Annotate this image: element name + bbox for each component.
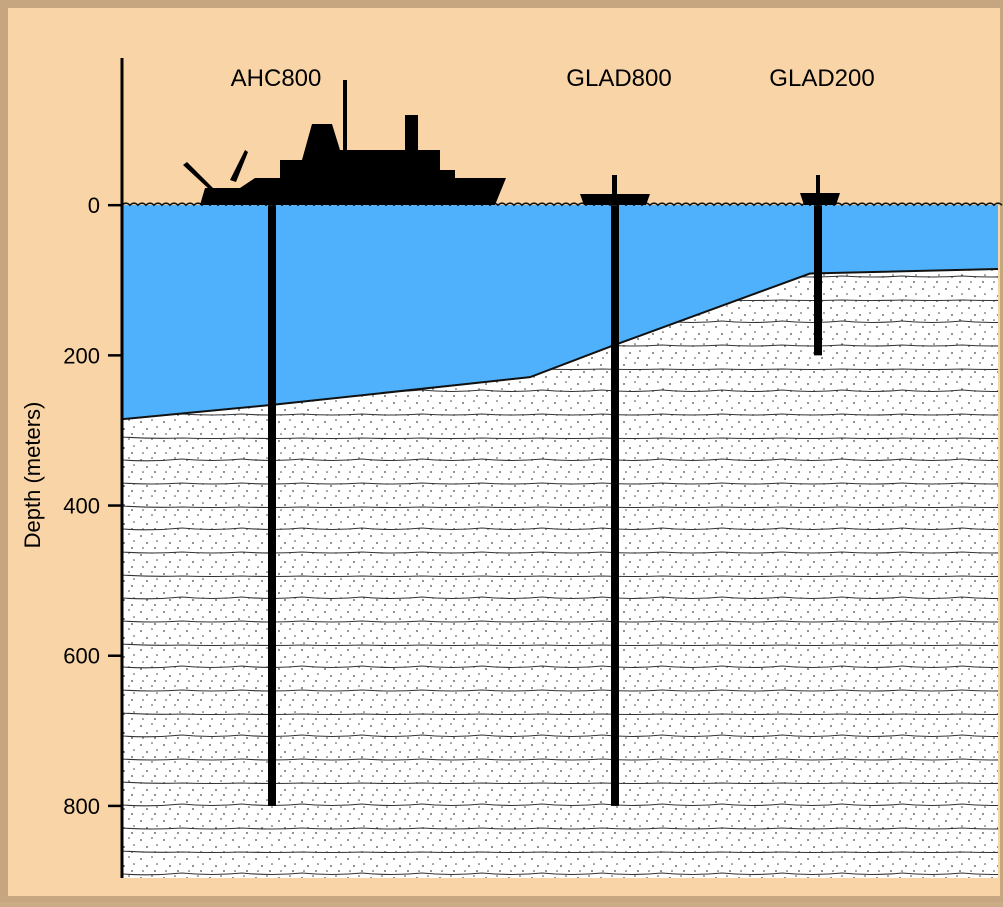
drill-hole [814, 205, 822, 355]
site-label: GLAD800 [566, 65, 671, 92]
axis-label: Depth (meters) [20, 402, 45, 549]
y-tick-label: 600 [63, 644, 100, 669]
drill-hole [268, 205, 276, 806]
y-tick-label: 400 [63, 494, 100, 519]
site-label: AHC800 [231, 65, 322, 92]
diagram: 0 200 400 600 800 AHC800 GLAD800 GLAD200 Depth … [0, 0, 1003, 902]
y-tick-label: 0 [88, 193, 100, 218]
y-tick-label: 800 [63, 794, 100, 819]
y-tick-label: 200 [63, 343, 100, 368]
drill-hole [611, 205, 619, 806]
site-label: GLAD200 [769, 65, 874, 92]
